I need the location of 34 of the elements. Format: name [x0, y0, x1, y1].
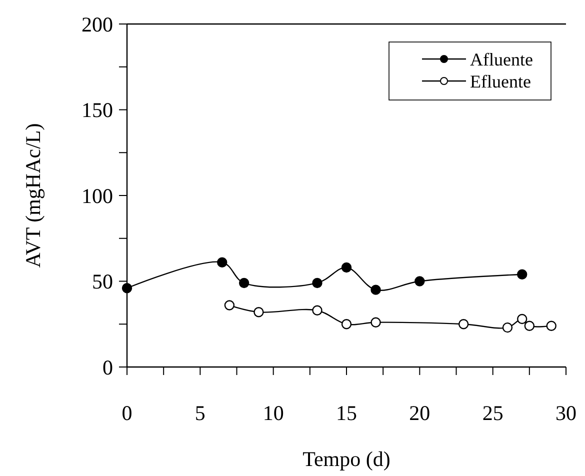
y-tick-label: 200 — [82, 12, 113, 36]
point — [312, 278, 322, 288]
y-axis-title: AVT (mgHAc/L) — [21, 123, 45, 268]
y-tick-label: 100 — [82, 184, 113, 208]
point — [370, 284, 381, 295]
point — [312, 305, 322, 316]
x-tick-label: 0 — [122, 401, 132, 425]
legend-label: Efluente — [470, 71, 531, 92]
point — [370, 317, 381, 328]
y-tick-label: 150 — [82, 98, 113, 122]
point — [341, 319, 352, 330]
x-tick-label: 15 — [336, 401, 357, 425]
x-tick-label: 25 — [482, 401, 504, 425]
point — [224, 300, 235, 310]
x-tick-label: 20 — [409, 401, 430, 425]
y-tick-label: 50 — [92, 270, 113, 294]
point — [217, 257, 228, 268]
x-axis-title: Tempo (d) — [302, 447, 390, 471]
x-tick-label: 30 — [556, 401, 576, 425]
point — [517, 314, 528, 324]
x-tick-label: 5 — [194, 401, 206, 425]
point — [238, 278, 250, 288]
legend-label: Afluente — [470, 49, 533, 70]
x-tick-label: 10 — [262, 401, 284, 425]
y-tick-label: 0 — [102, 355, 113, 380]
point — [458, 319, 469, 330]
point — [502, 322, 513, 333]
point — [341, 262, 352, 273]
point — [254, 307, 264, 318]
point — [517, 269, 528, 280]
point — [414, 276, 425, 286]
point — [524, 320, 535, 331]
point — [122, 283, 132, 294]
point — [546, 320, 556, 331]
